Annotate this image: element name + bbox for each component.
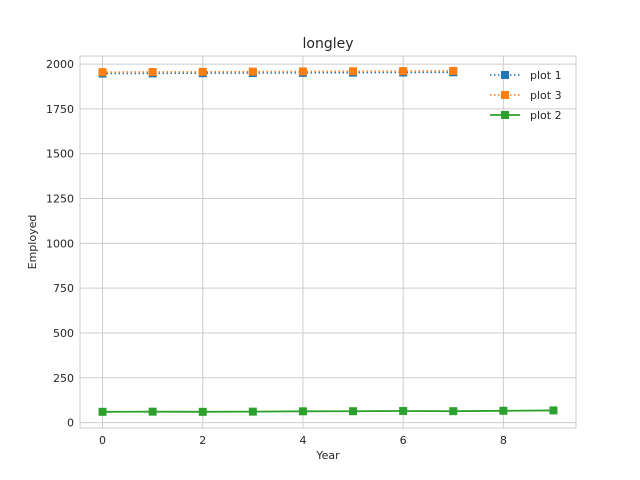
- y-tick-label: 0: [67, 417, 74, 430]
- data-point: [399, 406, 408, 415]
- legend-swatch-marker: [501, 91, 509, 99]
- data-point: [198, 67, 207, 76]
- x-tick-label: 0: [99, 434, 106, 447]
- data-point: [298, 407, 307, 416]
- data-point: [248, 407, 257, 416]
- x-tick-label: 4: [299, 434, 306, 447]
- y-tick-label: 1750: [46, 103, 74, 116]
- y-tick-label: 1500: [46, 148, 74, 161]
- series-plot-2: [98, 406, 558, 416]
- y-tick-label: 1000: [46, 237, 74, 250]
- data-point: [499, 406, 508, 415]
- y-tick-label: 250: [53, 372, 74, 385]
- data-point: [98, 68, 107, 77]
- legend-item: plot 1: [490, 69, 562, 82]
- data-point: [349, 67, 358, 76]
- data-point: [298, 67, 307, 76]
- data-point: [449, 407, 458, 416]
- y-axis-label: Employed: [26, 215, 39, 270]
- x-tick-label: 6: [400, 434, 407, 447]
- legend-label: plot 1: [530, 69, 562, 82]
- legend-swatch-marker: [501, 111, 509, 119]
- chart-title: longley: [302, 36, 353, 52]
- axis-ticks: 0 2 4 6 8 0 250 500 750 1000 1250 1500 1750 2000: [46, 58, 507, 447]
- data-point: [98, 407, 107, 416]
- x-tick-label: 8: [500, 434, 507, 447]
- data-point: [248, 67, 257, 76]
- y-tick-label: 1250: [46, 193, 74, 206]
- series-line: [102, 409, 554, 413]
- data-point: [349, 407, 358, 416]
- data-point: [399, 67, 408, 76]
- data-point: [148, 67, 157, 76]
- y-tick-label: 2000: [46, 58, 74, 71]
- series-line: [102, 70, 454, 73]
- series-lines: [98, 66, 558, 416]
- series-line: [102, 71, 454, 75]
- legend-item: plot 2: [490, 109, 562, 122]
- y-tick-label: 500: [53, 327, 74, 340]
- legend-label: plot 3: [530, 89, 562, 102]
- x-tick-label: 2: [199, 434, 206, 447]
- data-point: [148, 407, 157, 416]
- legend: plot 1 plot 3 plot 2: [490, 69, 562, 122]
- grid-lines: [80, 56, 576, 428]
- data-point: [449, 66, 458, 75]
- plot-area-frame: [79, 55, 577, 429]
- legend-label: plot 2: [530, 109, 562, 122]
- x-axis-label: Year: [315, 449, 340, 462]
- data-point: [198, 407, 207, 416]
- legend-swatch-marker: [501, 71, 509, 79]
- legend-item: plot 3: [490, 89, 562, 102]
- y-tick-label: 750: [53, 282, 74, 295]
- data-point: [549, 406, 558, 415]
- series-plot-3: [98, 66, 458, 77]
